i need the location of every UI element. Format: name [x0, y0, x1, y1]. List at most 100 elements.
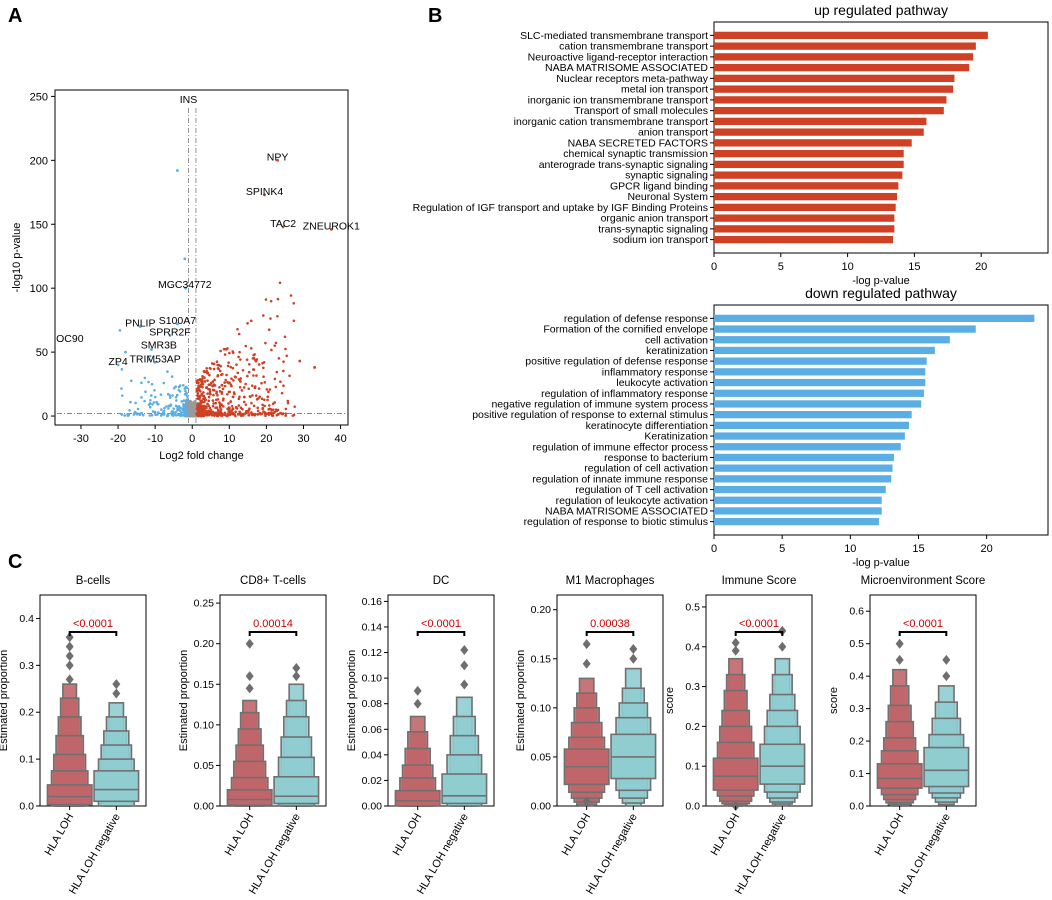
volcano-point-up: [237, 355, 240, 359]
volcano-point-up: [215, 391, 218, 395]
volcano-point-down: [156, 402, 159, 405]
boxen-outlier: [460, 660, 469, 671]
volcano-point-up: [254, 412, 257, 416]
volcano-point-down: [185, 410, 188, 414]
volcano-point-up: [215, 411, 218, 415]
volcano-point-up: [273, 410, 277, 414]
volcano-point-up: [219, 408, 223, 411]
boxen-outlier: [460, 679, 469, 690]
boxen-category-label: HLA LOH negative: [897, 812, 953, 897]
volcano-point-down: [148, 354, 152, 358]
volcano-point-up: [267, 390, 270, 394]
down-pathway-bar: [714, 485, 886, 494]
boxen-outlier: [731, 637, 740, 648]
volcano-point-up: [273, 344, 277, 347]
up-pathway-category-label: inorganic ion transmembrane transport: [528, 94, 708, 106]
volcano-point-up: [276, 158, 279, 162]
volcano-point-up: [198, 405, 201, 408]
volcano-point-up: [223, 384, 227, 388]
boxen-category-label: HLA LOH: [873, 811, 907, 857]
volcano-point-up: [256, 409, 260, 413]
volcano-point-down: [175, 169, 179, 172]
up-pathway-bar: [714, 225, 895, 233]
volcano-point-down: [171, 412, 175, 416]
boxen-box-level: [93, 770, 140, 803]
down-pathway-bar: [714, 325, 976, 333]
boxen-category-label: HLA LOH negative: [67, 812, 123, 897]
volcano-point-down: [163, 406, 166, 410]
volcano-point-down: [183, 387, 187, 390]
volcano-point-up: [225, 393, 229, 396]
volcano-point-up: [237, 404, 241, 407]
boxen-outlier: [895, 654, 904, 665]
volcano-point-down: [160, 413, 164, 416]
volcano-point-down: [168, 404, 172, 408]
boxen-y-tick-label: 0.12: [362, 647, 383, 659]
boxen-box-level: [46, 784, 93, 806]
volcano-point-up: [207, 399, 211, 403]
volcano-point-up: [289, 294, 293, 297]
volcano-point-up: [282, 369, 285, 373]
up-pathway-category-label: synaptic signaling: [625, 170, 708, 182]
volcano-point-down: [128, 408, 131, 412]
up-pathway-x-axis-label: -log p-value: [852, 275, 909, 287]
volcano-point-up: [249, 395, 252, 399]
down-pathway-category-label: keratinization: [646, 345, 708, 357]
boxen-y-tick-label: 0.3: [685, 681, 700, 693]
boxen-significance-bracket: [248, 631, 298, 636]
volcano-point-down: [120, 413, 124, 416]
boxen-box-level: [273, 775, 320, 805]
volcano-point-up: [223, 411, 227, 415]
volcano-point-up: [251, 394, 254, 397]
boxen-y-tick-label: 0.05: [531, 751, 552, 763]
volcano-point-up: [265, 388, 269, 391]
boxen-outlier: [65, 660, 74, 671]
volcano-point-up: [231, 395, 235, 399]
volcano-point-up: [277, 413, 280, 416]
boxen-y-tick-label: 0.2: [19, 707, 34, 719]
down-pathway-category-label: regulation of defense response: [564, 313, 708, 325]
boxen-y-tick-label: 0.05: [194, 760, 215, 772]
down-pathway-bar: [714, 346, 935, 355]
up-pathway-category-label: NABA SECRETED FACTORS: [568, 137, 708, 149]
down-pathway-bar: [714, 421, 909, 429]
volcano-point-up: [203, 376, 206, 379]
volcano-point-down: [147, 403, 151, 407]
volcano-point-down: [185, 386, 189, 390]
volcano-point-up: [239, 406, 243, 410]
up-pathway-bar: [714, 182, 899, 190]
down-pathway-category-label: leukocyte activation: [616, 377, 708, 389]
volcano-gene-label: INS: [180, 94, 198, 106]
volcano-gene-label: ZP4: [108, 356, 127, 368]
volcano-point-up: [209, 408, 213, 412]
volcano-point-up: [242, 386, 246, 389]
down-pathway-category-label: keratinocyte differentiation: [586, 420, 709, 432]
boxen-y-tick-label: 0.02: [362, 775, 383, 787]
up-pathway-bar: [714, 192, 898, 201]
volcano-point-up: [244, 382, 247, 386]
boxen-category-label: HLA LOH: [560, 811, 594, 857]
volcano-point-up: [226, 413, 230, 416]
boxen-y-tick-label: 0.15: [531, 653, 552, 665]
boxen-y-tick-label: 0.15: [194, 679, 215, 691]
volcano-point-up: [206, 402, 209, 406]
volcano-point-down: [160, 408, 163, 411]
volcano-point-up: [251, 413, 254, 417]
volcano-point-down: [172, 386, 176, 390]
volcano-point-up: [247, 370, 251, 374]
boxen-significance-bracket: [68, 631, 118, 636]
volcano-point-up: [260, 412, 264, 415]
volcano-point-up: [229, 412, 232, 416]
volcano-point-up: [235, 407, 239, 410]
down-pathway-bar: [714, 389, 924, 397]
volcano-point-up: [195, 380, 199, 384]
volcano-point-down: [175, 399, 178, 402]
boxen-outlier: [413, 685, 422, 696]
volcano-point-up: [275, 370, 279, 374]
panel-label-a: A: [8, 5, 22, 27]
volcano-point-up: [195, 389, 199, 393]
volcano-point-up: [237, 332, 241, 336]
boxen-outlier: [245, 671, 254, 682]
up-pathway-x-tick-label: 20: [975, 261, 987, 273]
volcano-point-up: [238, 411, 242, 415]
